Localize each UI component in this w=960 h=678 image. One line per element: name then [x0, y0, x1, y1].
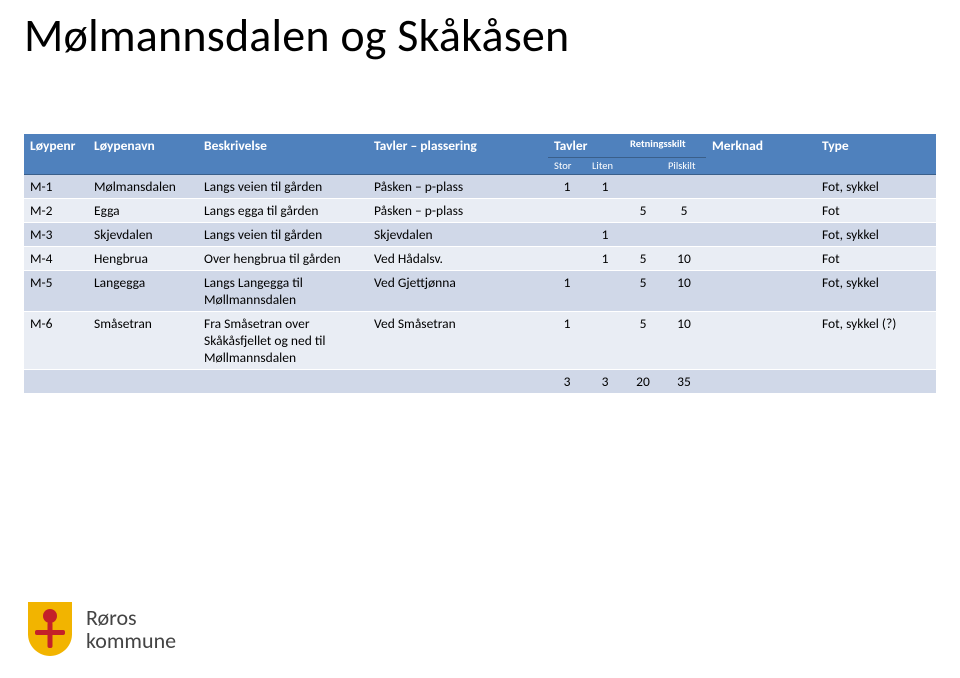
table-totals-row: 3 3 20 35: [24, 370, 936, 394]
cell-ret-a: [624, 223, 662, 247]
cell-pilskilt: [662, 175, 706, 199]
cell-liten: [586, 271, 624, 312]
page-title: Mølmannsdalen og Skåkåsen: [24, 8, 936, 64]
cell-plassering: Påsken – p-plass: [368, 175, 548, 199]
cell-plassering: Ved Hådalsv.: [368, 247, 548, 271]
cell-pilskilt: 10: [662, 247, 706, 271]
cell-plassering: Ved Småsetran: [368, 312, 548, 370]
cell-id: M-6: [24, 312, 88, 370]
cell-stor: [548, 199, 586, 223]
cell-total-liten: 3: [586, 370, 624, 394]
col-merknad: Merknad: [706, 134, 816, 175]
cell-id: M-2: [24, 199, 88, 223]
cell-merknad: [706, 199, 816, 223]
cell-merknad: [706, 247, 816, 271]
cell-beskrivelse: Langs veien til gården: [198, 175, 368, 199]
cell-stor: [548, 223, 586, 247]
col-tavler: Tavler: [548, 134, 624, 158]
cell-total-pilskilt: 35: [662, 370, 706, 394]
cell-navn: Småsetran: [88, 312, 198, 370]
cell-plassering: Skjevdalen: [368, 223, 548, 247]
subcol-ret-blank: [624, 158, 662, 175]
cell-liten: 1: [586, 223, 624, 247]
col-loypenr: Løypenr: [24, 134, 88, 175]
table-header-row: Løypenr Løypenavn Beskrivelse Tavler – p…: [24, 134, 936, 158]
cell-type: Fot: [816, 247, 936, 271]
subcol-stor: Stor: [548, 158, 586, 175]
cell-id: M-5: [24, 271, 88, 312]
cell-empty: [368, 370, 548, 394]
cell-pilskilt: 5: [662, 199, 706, 223]
cell-navn: Skjevdalen: [88, 223, 198, 247]
cell-ret-a: [624, 175, 662, 199]
cell-stor: 1: [548, 312, 586, 370]
cell-merknad: [706, 223, 816, 247]
cell-type: Fot, sykkel: [816, 223, 936, 247]
table-row: M-6 Småsetran Fra Småsetran over Skåkåsf…: [24, 312, 936, 370]
cell-type: Fot, sykkel (?): [816, 312, 936, 370]
cell-empty: [816, 370, 936, 394]
cell-ret-a: 5: [624, 247, 662, 271]
cell-navn: Hengbrua: [88, 247, 198, 271]
cell-type: Fot: [816, 199, 936, 223]
cell-stor: 1: [548, 175, 586, 199]
logo-text: Røros kommune: [86, 606, 176, 652]
cell-merknad: [706, 271, 816, 312]
col-plassering: Tavler – plassering: [368, 134, 548, 175]
cell-stor: 1: [548, 271, 586, 312]
page: Mølmannsdalen og Skåkåsen Løypenr Løypen…: [0, 0, 960, 678]
cell-pilskilt: 10: [662, 271, 706, 312]
cell-id: M-3: [24, 223, 88, 247]
cell-navn: Langegga: [88, 271, 198, 312]
subcol-pilskilt: Pilskilt: [662, 158, 706, 175]
cell-beskrivelse: Langs Langegga til Møllmannsdalen: [198, 271, 368, 312]
cell-navn: Mølmansdalen: [88, 175, 198, 199]
cell-pilskilt: [662, 223, 706, 247]
municipal-logo: Røros kommune: [24, 600, 176, 658]
cell-liten: [586, 199, 624, 223]
cell-merknad: [706, 312, 816, 370]
table-row: M-2 Egga Langs egga til gården Påsken – …: [24, 199, 936, 223]
cell-merknad: [706, 175, 816, 199]
cell-beskrivelse: Langs veien til gården: [198, 223, 368, 247]
cell-ret-a: 5: [624, 312, 662, 370]
cell-empty: [24, 370, 88, 394]
table-row: M-5 Langegga Langs Langegga til Møllmann…: [24, 271, 936, 312]
cell-stor: [548, 247, 586, 271]
col-type: Type: [816, 134, 936, 175]
table-row: M-1 Mølmansdalen Langs veien til gården …: [24, 175, 936, 199]
cell-beskrivelse: Fra Småsetran over Skåkåsfjellet og ned …: [198, 312, 368, 370]
table-row: M-4 Hengbrua Over hengbrua til gården Ve…: [24, 247, 936, 271]
cell-liten: [586, 312, 624, 370]
cell-navn: Egga: [88, 199, 198, 223]
cell-type: Fot, sykkel: [816, 175, 936, 199]
col-retningsskilt: Retningsskilt: [624, 134, 706, 158]
cell-plassering: Ved Gjettjønna: [368, 271, 548, 312]
table-row: M-3 Skjevdalen Langs veien til gården Sk…: [24, 223, 936, 247]
cell-empty: [88, 370, 198, 394]
trails-table: Løypenr Løypenavn Beskrivelse Tavler – p…: [24, 134, 936, 393]
col-beskrivelse: Beskrivelse: [198, 134, 368, 175]
cell-pilskilt: 10: [662, 312, 706, 370]
cell-empty: [198, 370, 368, 394]
cell-liten: 1: [586, 247, 624, 271]
cell-beskrivelse: Over hengbrua til gården: [198, 247, 368, 271]
cell-id: M-4: [24, 247, 88, 271]
cell-empty: [706, 370, 816, 394]
cell-liten: 1: [586, 175, 624, 199]
shield-icon: [24, 600, 76, 658]
logo-line2: kommune: [86, 629, 176, 652]
col-loypenavn: Løypenavn: [88, 134, 198, 175]
cell-type: Fot, sykkel: [816, 271, 936, 312]
cell-total-stor: 3: [548, 370, 586, 394]
subcol-liten: Liten: [586, 158, 624, 175]
logo-line1: Røros: [86, 606, 176, 629]
cell-ret-a: 5: [624, 271, 662, 312]
cell-id: M-1: [24, 175, 88, 199]
cell-total-ret-a: 20: [624, 370, 662, 394]
cell-ret-a: 5: [624, 199, 662, 223]
cell-plassering: Påsken – p-plass: [368, 199, 548, 223]
cell-beskrivelse: Langs egga til gården: [198, 199, 368, 223]
